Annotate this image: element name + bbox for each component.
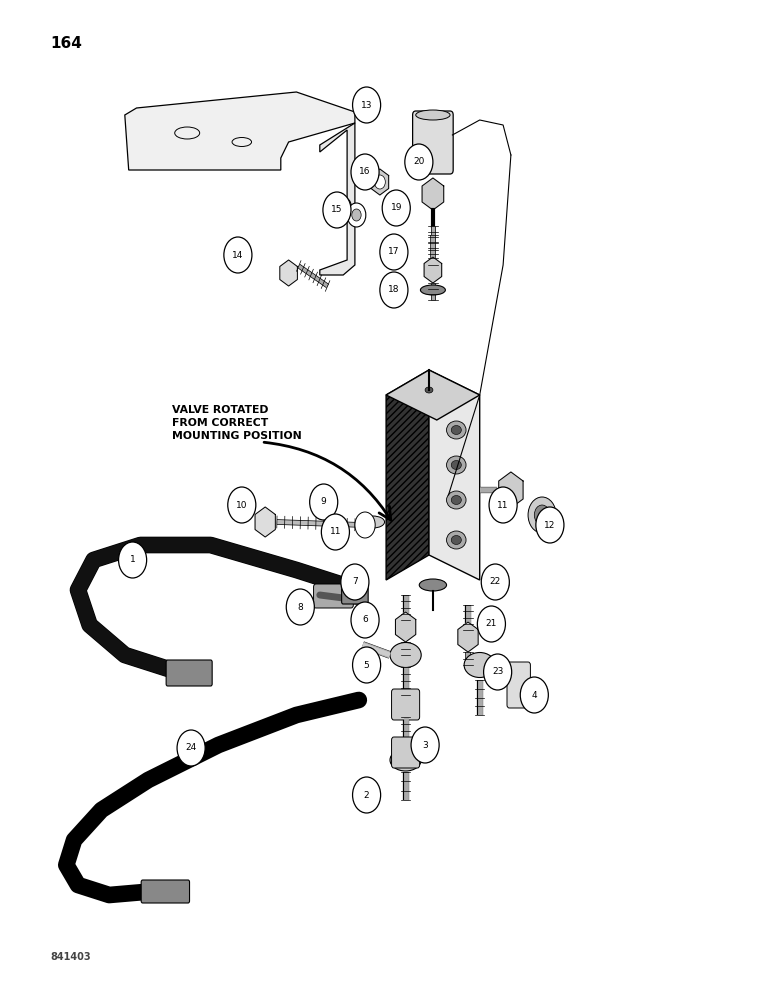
Circle shape: [481, 564, 509, 600]
Ellipse shape: [420, 579, 446, 591]
Text: 22: 22: [490, 578, 501, 586]
FancyBboxPatch shape: [314, 584, 353, 608]
FancyBboxPatch shape: [392, 737, 420, 768]
Ellipse shape: [451, 536, 461, 544]
Text: 4: 4: [531, 690, 537, 700]
Text: 20: 20: [413, 157, 424, 166]
Circle shape: [477, 606, 505, 642]
Polygon shape: [395, 612, 416, 642]
Circle shape: [520, 677, 548, 713]
FancyBboxPatch shape: [141, 880, 190, 903]
Polygon shape: [320, 123, 355, 275]
Polygon shape: [125, 92, 355, 170]
Ellipse shape: [359, 517, 371, 533]
Circle shape: [382, 190, 410, 226]
Circle shape: [536, 507, 564, 543]
Ellipse shape: [361, 516, 385, 528]
Ellipse shape: [390, 643, 421, 668]
Circle shape: [411, 727, 439, 763]
Polygon shape: [498, 472, 523, 508]
Ellipse shape: [420, 285, 445, 295]
Text: 5: 5: [363, 660, 370, 670]
Circle shape: [489, 487, 517, 523]
Circle shape: [353, 777, 381, 813]
Text: 10: 10: [236, 500, 247, 510]
Circle shape: [119, 542, 147, 578]
Circle shape: [353, 87, 381, 123]
Text: 8: 8: [297, 602, 303, 611]
Text: 23: 23: [492, 668, 503, 676]
Text: 1: 1: [129, 556, 136, 564]
FancyBboxPatch shape: [342, 582, 368, 604]
Text: 16: 16: [360, 167, 370, 176]
Circle shape: [352, 209, 361, 221]
Circle shape: [534, 505, 550, 525]
Text: 7: 7: [352, 578, 358, 586]
Polygon shape: [280, 260, 297, 286]
Circle shape: [177, 730, 205, 766]
Ellipse shape: [446, 531, 466, 549]
FancyBboxPatch shape: [166, 660, 212, 686]
Text: 2: 2: [363, 790, 370, 800]
Circle shape: [224, 237, 252, 273]
Text: 24: 24: [186, 744, 197, 752]
Text: 17: 17: [388, 247, 399, 256]
Text: 18: 18: [388, 286, 399, 294]
Circle shape: [528, 497, 556, 533]
Polygon shape: [458, 622, 478, 652]
Ellipse shape: [446, 491, 466, 509]
FancyBboxPatch shape: [392, 689, 420, 720]
Polygon shape: [386, 370, 480, 420]
Text: 6: 6: [362, 615, 368, 624]
Circle shape: [286, 589, 314, 625]
Circle shape: [310, 484, 338, 520]
Text: 11: 11: [498, 500, 509, 510]
Circle shape: [353, 647, 381, 683]
Circle shape: [321, 514, 349, 550]
Circle shape: [347, 203, 366, 227]
Polygon shape: [424, 257, 441, 283]
Polygon shape: [429, 370, 480, 580]
FancyBboxPatch shape: [507, 662, 530, 708]
Ellipse shape: [416, 110, 450, 120]
Text: VALVE ROTATED
FROM CORRECT
MOUNTING POSITION: VALVE ROTATED FROM CORRECT MOUNTING POSI…: [172, 405, 301, 441]
Circle shape: [323, 192, 351, 228]
Text: 13: 13: [361, 101, 372, 109]
Ellipse shape: [446, 456, 466, 474]
Text: 21: 21: [486, 619, 497, 629]
Polygon shape: [422, 178, 444, 210]
Polygon shape: [371, 169, 388, 195]
Ellipse shape: [446, 421, 466, 439]
Text: 19: 19: [391, 204, 402, 213]
Ellipse shape: [451, 495, 461, 504]
Polygon shape: [255, 507, 275, 537]
Circle shape: [380, 234, 408, 270]
Text: 12: 12: [544, 520, 555, 530]
FancyBboxPatch shape: [413, 111, 453, 174]
Circle shape: [484, 654, 512, 690]
Circle shape: [355, 512, 375, 538]
Circle shape: [405, 144, 433, 180]
Text: 11: 11: [330, 528, 341, 536]
Ellipse shape: [464, 652, 495, 678]
Ellipse shape: [482, 579, 509, 591]
Circle shape: [380, 272, 408, 308]
Ellipse shape: [390, 749, 421, 771]
Circle shape: [351, 154, 379, 190]
Ellipse shape: [451, 460, 461, 470]
Ellipse shape: [425, 387, 433, 393]
Circle shape: [228, 487, 256, 523]
Ellipse shape: [451, 426, 461, 434]
Text: 14: 14: [232, 250, 243, 259]
Text: 3: 3: [422, 740, 428, 750]
Text: 15: 15: [332, 206, 342, 215]
Text: 841403: 841403: [51, 952, 91, 962]
Text: 164: 164: [51, 36, 83, 51]
Circle shape: [341, 564, 369, 600]
Polygon shape: [386, 370, 429, 580]
Circle shape: [374, 175, 385, 189]
Circle shape: [351, 602, 379, 638]
Text: 9: 9: [321, 497, 327, 506]
